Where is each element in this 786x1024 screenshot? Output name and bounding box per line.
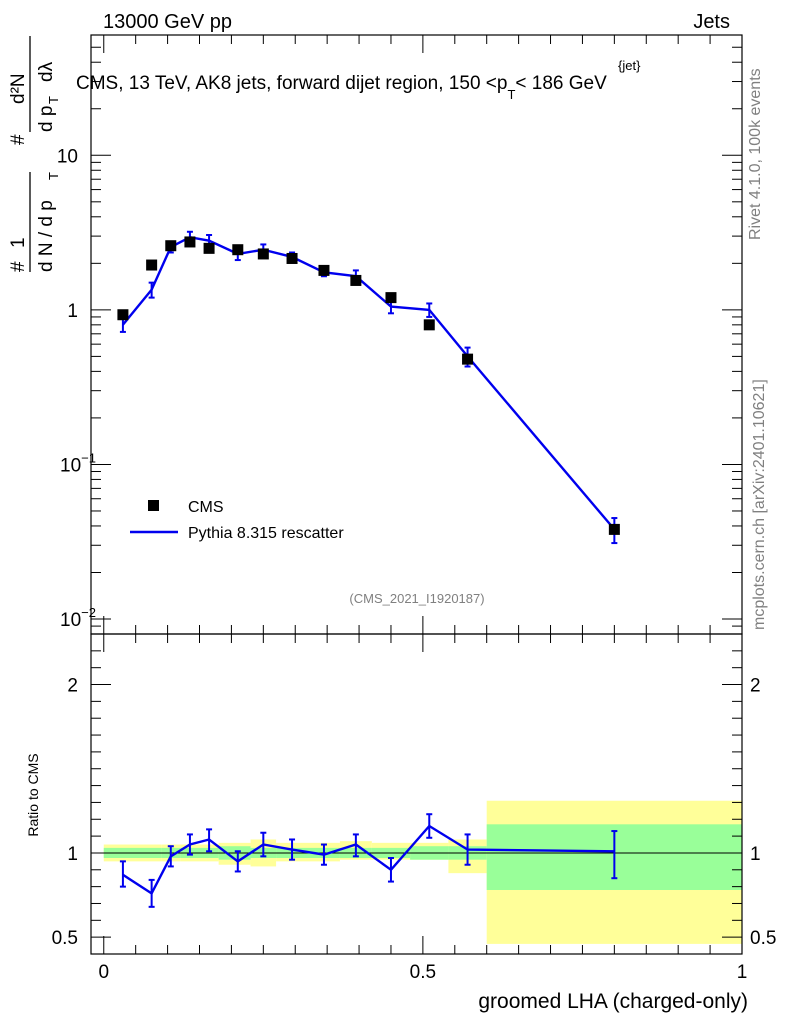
cms-point <box>146 259 158 271</box>
cms-point <box>232 244 244 256</box>
chart-title-end: < 186 GeV <box>515 73 607 94</box>
legend-cms-label: CMS <box>188 499 224 516</box>
y-label-dp: d p <box>36 106 57 132</box>
category-label: Jets <box>693 11 730 33</box>
y-tick-label: 1 <box>67 301 78 322</box>
ratio-frame <box>90 633 743 955</box>
cms-point <box>318 264 330 276</box>
y-label-dn: d N / d p <box>36 200 57 272</box>
ratio-data <box>119 813 618 908</box>
cms-point <box>423 319 435 331</box>
ratio-y-tick-label-right: 1 <box>750 844 761 865</box>
main-y-label: # 1 d N / d p T # d²N d p T dλ <box>8 36 61 272</box>
x-axis-label: groomed LHA (charged-only) <box>478 990 748 1013</box>
x-tick-label: 1 <box>737 962 748 983</box>
ratio-panel: 0.5 0.51 12 2 0 0.5 1 Ratio to CMS groomed LH… <box>25 633 776 1013</box>
cms-point <box>165 240 177 252</box>
main-frame <box>90 34 743 635</box>
x-tick-label: 0.5 <box>410 962 436 983</box>
legend-cms-marker <box>148 500 159 511</box>
rivet-label: Rivet 4.1.0, 100k events <box>747 68 764 240</box>
ratio-y-tick-label-right: 2 <box>750 676 761 697</box>
x-tick-label: 0 <box>98 962 109 983</box>
analysis-watermark: (CMS_2021_I1920187) <box>349 591 484 606</box>
y-label-one: 1 <box>8 237 29 248</box>
cms-point <box>350 274 362 286</box>
cms-point <box>184 236 196 248</box>
ratio-y-axis: 0.5 0.5 1 1 2 2 <box>52 633 776 955</box>
ratio-y-tick-label-left: 1 <box>67 844 78 865</box>
y-label-dlambda: dλ <box>36 61 57 82</box>
y-label-t1: T <box>46 172 61 180</box>
cms-point <box>286 252 298 264</box>
ratio-y-tick-label-left: 0.5 <box>52 928 78 949</box>
y-tick-label: 10−2 <box>60 605 96 631</box>
pythia-line <box>121 235 616 531</box>
mcplots-label: mcplots.cern.ch [arXiv:2401.10621] <box>751 379 768 630</box>
chart-title-sup: {jet} <box>618 58 641 73</box>
main-x-ticks <box>103 35 743 634</box>
y-label-t2: T <box>46 96 61 104</box>
y-label-d2n: d²N <box>8 73 29 104</box>
ratio-y-tick-label-left: 2 <box>67 676 78 697</box>
ratio-bands <box>103 800 742 944</box>
cms-point <box>462 353 474 365</box>
y-tick-label: 10−1 <box>60 450 96 476</box>
y-label-hash-2: # <box>8 134 29 145</box>
main-data <box>117 230 620 545</box>
main-panel: 10−2 10−1 1 10 CMS, 13 TeV, AK8 jets, forwa… <box>8 34 743 635</box>
legend-pythia-label: Pythia 8.315 rescatter <box>188 525 344 542</box>
legend: CMS Pythia 8.315 rescatter <box>130 499 344 542</box>
ratio-y-tick-label-right: 0.5 <box>750 928 776 949</box>
cms-point <box>203 242 215 254</box>
chart-title-sub: T <box>507 87 515 102</box>
cms-point <box>608 523 620 535</box>
cms-point <box>117 309 129 321</box>
cms-point <box>385 292 397 304</box>
ratio-y-label: Ratio to CMS <box>25 753 41 836</box>
y-tick-label: 10 <box>57 146 78 167</box>
chart-title-main: CMS, 13 TeV, AK8 jets, forward dijet reg… <box>76 73 507 94</box>
main-y-axis: 10−2 10−1 1 10 <box>57 34 742 635</box>
ratio-x-axis: 0 0.5 1 <box>98 634 747 983</box>
cms-point <box>257 248 269 260</box>
ratio-pythia-line <box>122 824 615 896</box>
y-label-hash-1: # <box>8 261 29 272</box>
energy-label: 13000 GeV pp <box>103 11 232 33</box>
chart-title: CMS, 13 TeV, AK8 jets, forward dijet reg… <box>76 73 607 102</box>
